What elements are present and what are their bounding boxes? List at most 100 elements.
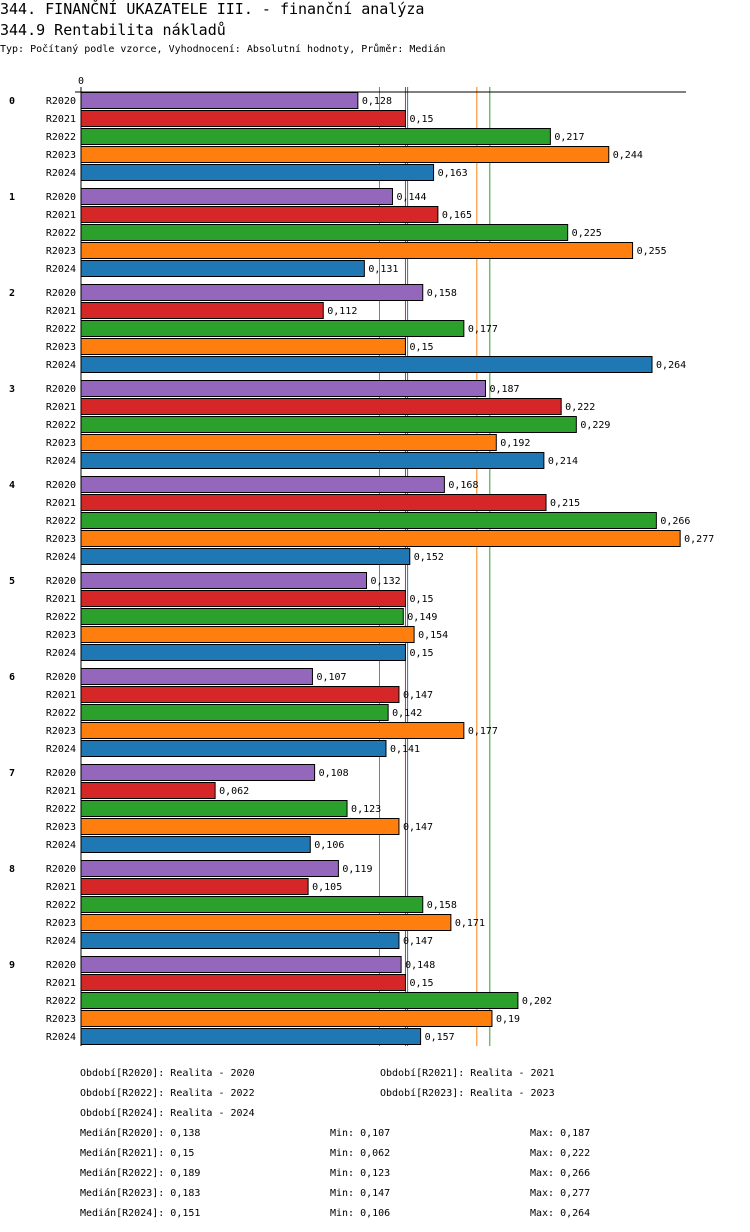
legend-period: Období[R2020]: Realita - 2020 (80, 1068, 255, 1079)
series-label: R2021 (46, 498, 76, 509)
category-label: 0 (9, 96, 15, 107)
value-label: 0,187 (489, 384, 519, 395)
stat-median: Medián[R2020]: 0,138 (80, 1128, 201, 1139)
series-label: R2020 (46, 480, 76, 491)
bar (80, 92, 359, 109)
value-label: 0,144 (396, 192, 426, 203)
series-label: R2021 (46, 978, 76, 989)
value-label: 0,152 (414, 552, 444, 563)
series-label: R2024 (46, 840, 76, 851)
bar (80, 206, 439, 223)
series-label: R2020 (46, 288, 76, 299)
bar (80, 380, 486, 397)
series-label: R2023 (46, 438, 76, 449)
series-label: R2020 (46, 384, 76, 395)
series-label: R2022 (46, 420, 76, 431)
stat-min: Min: 0,106 (330, 1208, 391, 1219)
value-label: 0,15 (409, 978, 433, 989)
legend-period: Období[R2024]: Realita - 2024 (80, 1108, 255, 1119)
bar (80, 260, 365, 277)
category-label: 3 (9, 384, 15, 395)
value-label: 0,123 (351, 804, 381, 815)
value-label: 0,154 (418, 630, 448, 641)
bar (80, 416, 577, 433)
value-label: 0,131 (368, 264, 398, 275)
value-label: 0,142 (392, 708, 422, 719)
value-label: 0,105 (312, 882, 342, 893)
series-label: R2024 (46, 552, 76, 563)
value-label: 0,19 (496, 1014, 520, 1025)
value-label: 0,255 (637, 246, 667, 257)
value-label: 0,158 (427, 900, 457, 911)
bar (80, 494, 547, 511)
value-label: 0,147 (403, 690, 433, 701)
bar (80, 530, 681, 547)
value-label: 0,147 (403, 936, 433, 947)
bar (80, 740, 387, 757)
series-label: R2021 (46, 306, 76, 317)
bar (80, 626, 415, 643)
stat-min: Min: 0,147 (330, 1188, 391, 1199)
bar (80, 224, 569, 241)
bar (80, 836, 311, 853)
value-label: 0,119 (342, 864, 372, 875)
series-label: R2021 (46, 690, 76, 701)
value-label: 0,277 (684, 534, 714, 545)
value-label: 0,157 (425, 1032, 455, 1043)
bar (80, 146, 610, 163)
stat-median: Medián[R2021]: 0,15 (80, 1148, 195, 1159)
bar (80, 668, 313, 685)
stat-max: Max: 0,266 (530, 1168, 591, 1179)
stat-max: Max: 0,264 (530, 1208, 591, 1219)
category-label: 6 (9, 672, 15, 683)
series-label: R2020 (46, 96, 76, 107)
series-label: R2022 (46, 516, 76, 527)
series-label: R2023 (46, 918, 76, 929)
chart-info: Typ: Počítaný podle vzorce, Vyhodnocení:… (0, 44, 446, 55)
value-label: 0,107 (316, 672, 346, 683)
bar (80, 476, 445, 493)
bar (80, 242, 634, 259)
series-label: R2022 (46, 804, 76, 815)
category-label: 9 (9, 960, 15, 971)
category-label: 7 (9, 768, 15, 779)
bar (80, 896, 424, 913)
legend-period: Období[R2023]: Realita - 2023 (380, 1088, 555, 1099)
category-label: 8 (9, 864, 15, 875)
series-label: R2020 (46, 768, 76, 779)
stat-min: Min: 0,107 (330, 1128, 391, 1139)
bar (80, 914, 452, 931)
page-title: 344. FINANČNÍ UKAZATELE III. - finanční … (0, 0, 425, 18)
series-label: R2022 (46, 132, 76, 143)
bar (80, 512, 657, 529)
value-label: 0,147 (403, 822, 433, 833)
bar (80, 704, 389, 721)
bar (80, 572, 368, 589)
bar (80, 686, 400, 703)
value-label: 0,215 (550, 498, 580, 509)
series-label: R2022 (46, 900, 76, 911)
value-label: 0,222 (565, 402, 595, 413)
bar (80, 1010, 493, 1027)
value-label: 0,217 (554, 132, 584, 143)
page-subtitle: 344.9 Rentabilita nákladů (0, 21, 226, 39)
series-label: R2022 (46, 324, 76, 335)
stat-max: Max: 0,187 (530, 1128, 591, 1139)
series-label: R2024 (46, 936, 76, 947)
series-label: R2021 (46, 786, 76, 797)
bar (80, 992, 519, 1009)
series-label: R2024 (46, 456, 76, 467)
bar (80, 608, 404, 625)
bar (80, 782, 216, 799)
series-label: R2023 (46, 1014, 76, 1025)
value-label: 0,15 (409, 114, 433, 125)
series-label: R2021 (46, 114, 76, 125)
series-label: R2022 (46, 612, 76, 623)
bar (80, 434, 497, 451)
series-label: R2023 (46, 246, 76, 257)
bar (80, 284, 424, 301)
stat-median: Medián[R2023]: 0,183 (80, 1188, 201, 1199)
series-label: R2024 (46, 1032, 76, 1043)
bar (80, 320, 465, 337)
value-label: 0,264 (656, 360, 686, 371)
